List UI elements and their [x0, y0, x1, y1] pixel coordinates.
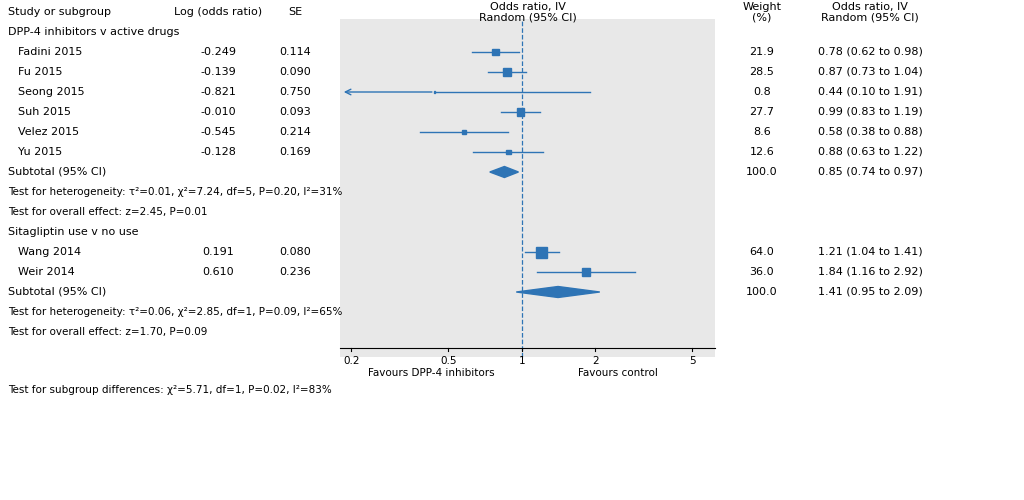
Text: 0.2: 0.2	[343, 356, 359, 366]
Text: Test for overall effect: z=2.45, P=0.01: Test for overall effect: z=2.45, P=0.01	[8, 207, 208, 217]
Text: Weight: Weight	[742, 2, 781, 12]
Text: 0.191: 0.191	[202, 247, 233, 257]
Text: Fadini 2015: Fadini 2015	[18, 47, 82, 57]
Text: 0.236: 0.236	[280, 267, 311, 277]
Text: SE: SE	[288, 7, 302, 17]
Text: 0.78 (0.62 to 0.98): 0.78 (0.62 to 0.98)	[817, 47, 923, 57]
Text: 1.41 (0.95 to 2.09): 1.41 (0.95 to 2.09)	[817, 287, 923, 297]
Text: 0.8: 0.8	[753, 87, 771, 97]
Text: (%): (%)	[753, 13, 772, 23]
Text: 0.114: 0.114	[280, 47, 311, 57]
Text: 0.88 (0.63 to 1.22): 0.88 (0.63 to 1.22)	[817, 147, 923, 157]
Text: Favours DPP-4 inhibitors: Favours DPP-4 inhibitors	[368, 368, 495, 378]
Text: 27.7: 27.7	[750, 107, 774, 117]
Bar	[517, 108, 524, 116]
Text: Study or subgroup: Study or subgroup	[8, 7, 111, 17]
Text: Odds ratio, IV: Odds ratio, IV	[489, 2, 565, 12]
Text: 0.169: 0.169	[280, 147, 311, 157]
Text: 1: 1	[518, 356, 525, 366]
Text: Fu 2015: Fu 2015	[18, 67, 62, 77]
Text: Subtotal (95% CI): Subtotal (95% CI)	[8, 167, 106, 177]
Text: 1.84 (1.16 to 2.92): 1.84 (1.16 to 2.92)	[817, 267, 923, 277]
Text: 0.85 (0.74 to 0.97): 0.85 (0.74 to 0.97)	[817, 167, 923, 177]
Text: 21.9: 21.9	[750, 47, 774, 57]
Text: 0.610: 0.610	[202, 267, 233, 277]
Text: Subtotal (95% CI): Subtotal (95% CI)	[8, 287, 106, 297]
Polygon shape	[516, 286, 600, 298]
Text: 0.44 (0.10 to 1.91): 0.44 (0.10 to 1.91)	[818, 87, 923, 97]
Text: Sitagliptin use v no use: Sitagliptin use v no use	[8, 227, 138, 237]
Text: Seong 2015: Seong 2015	[18, 87, 85, 97]
Text: 100.0: 100.0	[746, 287, 778, 297]
Text: -0.545: -0.545	[200, 127, 236, 137]
Text: Test for heterogeneity: τ²=0.06, χ²=2.85, df=1, P=0.09, I²=65%: Test for heterogeneity: τ²=0.06, χ²=2.85…	[8, 307, 342, 317]
Text: 0.99 (0.83 to 1.19): 0.99 (0.83 to 1.19)	[817, 107, 923, 117]
Text: Test for overall effect: z=1.70, P=0.09: Test for overall effect: z=1.70, P=0.09	[8, 327, 208, 337]
Text: Random (95% CI): Random (95% CI)	[478, 13, 577, 23]
Text: 64.0: 64.0	[750, 247, 774, 257]
Text: 0.87 (0.73 to 1.04): 0.87 (0.73 to 1.04)	[817, 67, 923, 77]
Text: 100.0: 100.0	[746, 167, 778, 177]
Text: 0.080: 0.080	[280, 247, 311, 257]
Bar	[462, 130, 466, 134]
Text: 28.5: 28.5	[750, 67, 774, 77]
Text: Yu 2015: Yu 2015	[18, 147, 62, 157]
Text: DPP-4 inhibitors v active drugs: DPP-4 inhibitors v active drugs	[8, 27, 179, 37]
Text: Odds ratio, IV: Odds ratio, IV	[833, 2, 908, 12]
Text: -0.010: -0.010	[200, 107, 236, 117]
Bar	[506, 150, 511, 154]
Polygon shape	[489, 166, 518, 177]
Text: -0.128: -0.128	[200, 147, 236, 157]
Text: Test for heterogeneity: τ²=0.01, χ²=7.24, df=5, P=0.20, I²=31%: Test for heterogeneity: τ²=0.01, χ²=7.24…	[8, 187, 342, 197]
Text: 0.58 (0.38 to 0.88): 0.58 (0.38 to 0.88)	[817, 127, 923, 137]
Text: Random (95% CI): Random (95% CI)	[821, 13, 919, 23]
Text: -0.821: -0.821	[200, 87, 236, 97]
Text: Suh 2015: Suh 2015	[18, 107, 71, 117]
Bar	[537, 246, 548, 258]
Text: 36.0: 36.0	[750, 267, 774, 277]
Bar	[583, 268, 591, 276]
Text: Wang 2014: Wang 2014	[18, 247, 81, 257]
Text: 1.21 (1.04 to 1.41): 1.21 (1.04 to 1.41)	[818, 247, 923, 257]
Bar	[340, 19, 715, 357]
Text: 0.5: 0.5	[440, 356, 457, 366]
Bar	[503, 68, 511, 75]
Text: 0.750: 0.750	[280, 87, 311, 97]
Text: 8.6: 8.6	[753, 127, 771, 137]
Text: Test for subgroup differences: χ²=5.71, df=1, P=0.02, I²=83%: Test for subgroup differences: χ²=5.71, …	[8, 385, 332, 395]
Text: 12.6: 12.6	[750, 147, 774, 157]
Text: 0.090: 0.090	[280, 67, 311, 77]
Text: Favours control: Favours control	[579, 368, 658, 378]
Text: 5: 5	[689, 356, 695, 366]
Text: Velez 2015: Velez 2015	[18, 127, 79, 137]
Text: 0.214: 0.214	[280, 127, 311, 137]
Text: Weir 2014: Weir 2014	[18, 267, 75, 277]
Text: 2: 2	[592, 356, 598, 366]
Text: Log (odds ratio): Log (odds ratio)	[174, 7, 262, 17]
Text: -0.139: -0.139	[200, 67, 236, 77]
Bar	[493, 49, 499, 55]
Text: -0.249: -0.249	[200, 47, 236, 57]
Text: 0.093: 0.093	[280, 107, 311, 117]
